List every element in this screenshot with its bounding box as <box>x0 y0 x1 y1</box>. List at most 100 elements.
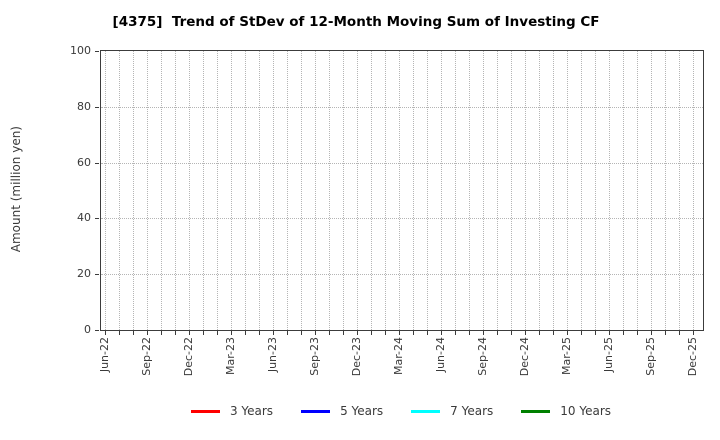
gridline-vertical <box>553 51 554 330</box>
x-axis-tick <box>553 331 554 335</box>
gridline-vertical <box>273 51 274 330</box>
gridline-vertical <box>693 51 694 330</box>
gridline-vertical <box>441 51 442 330</box>
gridline-vertical <box>567 51 568 330</box>
gridline-vertical <box>371 51 372 330</box>
gridline-vertical <box>259 51 260 330</box>
x-axis-tick <box>413 331 414 335</box>
x-tick-label: Dec-22 <box>182 337 195 377</box>
y-axis-tick <box>95 106 99 108</box>
legend-label-10-years: 10 Years <box>560 404 612 418</box>
gridline-vertical <box>147 51 148 330</box>
x-axis-tick <box>567 331 568 335</box>
x-tick-label: Dec-23 <box>350 337 363 377</box>
legend-label-5-years: 5 Years <box>340 404 384 418</box>
x-tick-label: Dec-24 <box>518 337 531 377</box>
y-tick-label: 60 <box>77 155 91 169</box>
y-axis-tick <box>95 162 99 164</box>
x-axis-tick <box>581 331 582 335</box>
x-axis-tick <box>343 331 344 335</box>
x-axis-tick <box>133 331 134 335</box>
x-axis-tick <box>399 331 400 335</box>
y-tick-label: 0 <box>84 323 91 336</box>
gridline-vertical <box>245 51 246 330</box>
legend-label-7-years: 7 Years <box>450 404 494 418</box>
y-axis-tick <box>95 274 99 276</box>
x-axis-tick <box>287 331 288 335</box>
legend-label-3-years: 3 Years <box>229 404 274 418</box>
x-axis-tick <box>105 331 106 335</box>
x-axis-tick <box>623 331 624 335</box>
plot-area <box>100 50 704 331</box>
gridline-vertical <box>385 51 386 330</box>
x-axis-tick <box>651 331 652 335</box>
gridline-vertical <box>357 51 358 330</box>
gridline-vertical <box>623 51 624 330</box>
x-axis-tick <box>231 331 232 335</box>
x-axis-tick <box>455 331 456 335</box>
x-axis-tick <box>175 331 176 335</box>
y-tick-label: 20 <box>77 267 91 281</box>
gridline-vertical <box>511 51 512 330</box>
gridline-vertical <box>189 51 190 330</box>
gridline-vertical <box>637 51 638 330</box>
x-axis-tick <box>665 331 666 335</box>
legend: 3 Years 5 Years 7 Years 10 Years <box>100 401 702 421</box>
gridline-vertical <box>679 51 680 330</box>
gridline-vertical <box>287 51 288 330</box>
gridline-vertical <box>329 51 330 330</box>
gridline-vertical <box>343 51 344 330</box>
legend-item-10-years: 10 Years <box>521 404 611 418</box>
gridline-vertical <box>231 51 232 330</box>
gridline-vertical <box>413 51 414 330</box>
gridline-vertical <box>665 51 666 330</box>
legend-item-7-years: 7 Years <box>411 404 493 418</box>
x-axis-tick <box>301 331 302 335</box>
gridline-vertical <box>525 51 526 330</box>
y-tick-label: 80 <box>77 99 91 113</box>
gridline-vertical <box>217 51 218 330</box>
gridline-vertical <box>161 51 162 330</box>
x-axis-tick <box>189 331 190 335</box>
x-axis-tick <box>483 331 484 335</box>
x-axis-tick <box>637 331 638 335</box>
x-tick-label: Jun-25 <box>602 337 615 373</box>
x-axis-tick <box>273 331 274 335</box>
x-tick-label: Sep-24 <box>476 337 489 376</box>
x-axis-tick <box>245 331 246 335</box>
x-axis-tick <box>693 331 694 335</box>
gridline-horizontal <box>101 274 703 276</box>
x-tick-label: Jun-23 <box>266 337 279 373</box>
x-tick-label: Sep-25 <box>644 337 657 376</box>
x-axis-tick <box>511 331 512 335</box>
gridline-vertical <box>469 51 470 330</box>
chart-title: [4375] Trend of StDev of 12-Month Moving… <box>112 14 600 30</box>
x-axis-tick <box>385 331 386 335</box>
gridline-vertical <box>539 51 540 330</box>
legend-item-5-years: 5 Years <box>301 404 383 418</box>
x-axis-tick <box>217 331 218 335</box>
gridline-vertical <box>133 51 134 330</box>
x-tick-label: Jun-22 <box>98 337 111 373</box>
gridline-vertical <box>427 51 428 330</box>
x-axis-tick <box>427 331 428 335</box>
y-axis-label: Amount (million yen) <box>9 126 23 253</box>
gridline-vertical <box>581 51 582 330</box>
legend-swatch-5-years <box>301 409 331 413</box>
gridline-vertical <box>399 51 400 330</box>
x-axis-tick <box>595 331 596 335</box>
x-tick-label: Mar-23 <box>224 337 237 376</box>
y-axis-tick <box>95 330 99 331</box>
x-axis-tick <box>357 331 358 335</box>
gridline-vertical <box>651 51 652 330</box>
gridline-vertical <box>301 51 302 330</box>
x-axis-tick <box>441 331 442 335</box>
x-tick-label: Sep-22 <box>140 337 153 376</box>
x-tick-label: Sep-23 <box>308 337 321 376</box>
gridline-vertical <box>497 51 498 330</box>
x-axis-tick <box>203 331 204 335</box>
x-axis-tick <box>497 331 498 335</box>
x-tick-label: Mar-24 <box>392 337 405 376</box>
gridline-vertical <box>175 51 176 330</box>
